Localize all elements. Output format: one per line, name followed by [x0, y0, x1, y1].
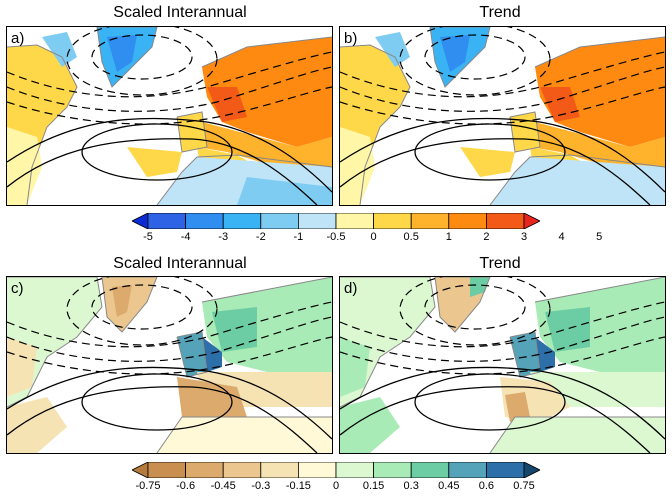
map-a-svg — [7, 27, 332, 205]
colorbar-top-swatch — [147, 212, 186, 230]
colorbar-top-swatch — [335, 212, 374, 230]
colorbar-bottom-swatch — [131, 461, 149, 479]
panel-label-b: b) — [344, 30, 358, 47]
colorbar-bottom-swatch — [485, 461, 525, 479]
colorbar-bottom-tick-label: 0.15 — [362, 480, 385, 492]
colorbar-top — [131, 212, 541, 230]
colorbar-bottom — [131, 461, 541, 479]
colorbar-top-tick-label: 4 — [558, 231, 565, 243]
map-panel-a: a) — [6, 26, 333, 206]
colorbar-bottom-swatch — [523, 461, 541, 479]
colorbar-top-swatch — [222, 212, 262, 230]
title-panel-b: Trend — [479, 4, 521, 21]
colorbar-top-tick-label: -2 — [255, 231, 266, 243]
panel-label-a: a) — [11, 30, 25, 47]
panel-label-c: c) — [11, 280, 24, 297]
colorbar-top-swatch — [523, 212, 541, 230]
map-panel-b: b) — [339, 26, 666, 206]
colorbar-top-tick-label: -4 — [180, 231, 191, 243]
colorbar-top-tick-label: 2 — [483, 231, 490, 243]
map-d-svg — [340, 277, 665, 453]
colorbar-bottom-swatch — [297, 461, 337, 479]
colorbar-top-swatch — [410, 212, 450, 230]
colorbar-top-swatch — [260, 212, 299, 230]
colorbar-bottom-swatch — [410, 461, 450, 479]
colorbar-bottom-swatch — [335, 461, 374, 479]
colorbar-bottom-tick-label: -0.15 — [285, 480, 311, 492]
colorbar-top-tick-label: 3 — [520, 231, 528, 243]
map-panel-d: d) — [339, 276, 666, 454]
colorbar-top-swatch — [485, 212, 525, 230]
colorbar-top-tick-label: 5 — [596, 231, 603, 243]
colorbar-bottom-swatch — [222, 461, 262, 479]
colorbar-bottom-swatch — [185, 461, 224, 479]
colorbar-bottom-tick-label: 0 — [332, 480, 340, 492]
map-panel-c: c) — [6, 276, 333, 454]
colorbar-bottom-swatch — [448, 461, 487, 479]
colorbar-top-swatch — [297, 212, 337, 230]
colorbar-top-svg — [131, 212, 541, 230]
colorbar-bottom-tick-label: -0.75 — [135, 480, 161, 492]
colorbar-top-tick-label: -3 — [218, 231, 229, 243]
title-panel-a: Scaled Interannual — [113, 4, 247, 21]
colorbar-bottom-swatch — [260, 461, 299, 479]
colorbar-top-tick-label: 0 — [370, 231, 377, 243]
title-panel-c: Scaled Interannual — [113, 255, 247, 272]
colorbar-bottom-tick-label: -0.6 — [176, 480, 196, 492]
colorbar-bottom-tick-label: 0.45 — [438, 480, 460, 492]
colorbar-bottom-tick-label: -0.3 — [251, 480, 271, 492]
colorbar-bottom-swatch — [373, 461, 412, 479]
colorbar-top-tick-label: -5 — [143, 231, 153, 243]
colorbar-top-swatch — [373, 212, 412, 230]
colorbar-top-tick-label: 0.5 — [403, 231, 419, 243]
colorbar-top-swatch — [448, 212, 487, 230]
map-b-svg — [340, 27, 665, 205]
colorbar-bottom-tick-label: 0.75 — [513, 480, 535, 492]
panel-label-d: d) — [344, 280, 358, 297]
colorbar-bottom-tick-label: 0.6 — [478, 480, 495, 492]
colorbar-top-tick-label: -1 — [293, 231, 304, 243]
colorbar-top-tick-label: -0.5 — [326, 231, 346, 243]
map-c-svg — [7, 277, 332, 453]
colorbar-bottom-tick-label: 0.3 — [403, 480, 419, 492]
colorbar-top-swatch — [185, 212, 224, 230]
colorbar-bottom-svg — [131, 461, 541, 479]
colorbar-top-tick-label: 1 — [445, 231, 452, 243]
title-panel-d: Trend — [479, 255, 521, 272]
colorbar-top-swatch — [131, 212, 149, 230]
colorbar-bottom-tick-label: -0.45 — [210, 480, 236, 492]
colorbar-bottom-swatch — [147, 461, 186, 479]
